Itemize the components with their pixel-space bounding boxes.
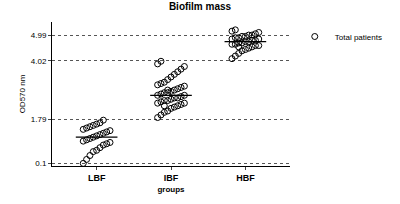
svg-text:HBF: HBF	[236, 173, 255, 183]
svg-text:OD570 nm: OD570 nm	[18, 74, 27, 113]
svg-text:0.1: 0.1	[35, 159, 47, 168]
svg-text:4.02: 4.02	[31, 57, 47, 66]
svg-text:IBF: IBF	[164, 173, 179, 183]
svg-text:groups: groups	[157, 185, 185, 194]
svg-text:LBF: LBF	[88, 173, 106, 183]
svg-text:Total patients: Total patients	[335, 33, 382, 42]
svg-text:4.99: 4.99	[31, 31, 47, 40]
svg-text:1.79: 1.79	[31, 115, 47, 124]
svg-text:Biofilm mass: Biofilm mass	[169, 1, 232, 12]
